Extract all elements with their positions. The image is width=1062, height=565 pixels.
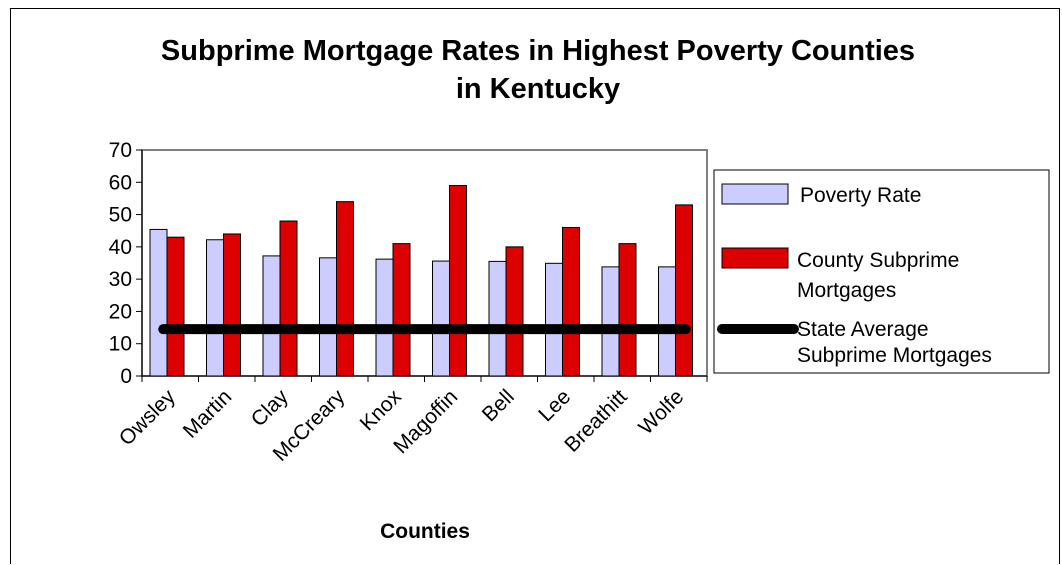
y-tick-label: 10 [109, 333, 132, 356]
bar-county-subprime [449, 185, 467, 377]
bar-poverty-rate [432, 260, 450, 377]
bar-county-subprime [505, 246, 524, 377]
x-category-label: Clay [247, 385, 293, 431]
y-tick-label: 70 [109, 139, 132, 162]
legend-label-county-subprime-line-1: County Subprime [797, 249, 959, 272]
legend: Poverty Rate County Subprime Mortgages S… [713, 169, 1050, 374]
bar-poverty-rate [545, 262, 563, 377]
bar-county-subprime [675, 204, 693, 377]
bar-county-subprime [562, 226, 580, 377]
chart-title-line-2: in Kentucky [456, 73, 620, 105]
x-category-label: Breathitt [560, 385, 632, 457]
bar-poverty-rate [375, 258, 394, 377]
bar-county-subprime [618, 243, 637, 377]
y-axis: 0 10 20 30 40 50 60 70 [109, 139, 143, 388]
y-tick-label: 60 [109, 171, 132, 194]
bars [149, 185, 693, 377]
x-axis-label: Counties [380, 520, 470, 543]
legend-label-poverty-rate: Poverty Rate [800, 184, 921, 207]
bar-poverty-rate [601, 266, 620, 377]
legend-label-state-average-line-1: State Average [797, 318, 929, 341]
bar-county-subprime [336, 201, 354, 377]
x-category-label: Knox [356, 385, 406, 435]
bar-county-subprime [223, 233, 241, 377]
bar-poverty-rate [658, 266, 676, 377]
x-category-label: Owsley [115, 385, 180, 450]
bar-poverty-rate [149, 228, 168, 377]
chart-title-line-1: Subprime Mortgage Rates in Highest Pover… [161, 35, 915, 67]
bar-county-subprime [279, 220, 298, 377]
legend-label-county-subprime-line-2: Mortgages [797, 279, 896, 302]
y-tick-label: 30 [109, 268, 132, 291]
x-category-label: Bell [478, 385, 519, 426]
bar-poverty-rate [206, 239, 224, 377]
legend-swatch-county-subprime [721, 247, 789, 269]
x-category-label: Martin [179, 385, 237, 443]
y-tick-label: 40 [109, 236, 132, 259]
bar-poverty-rate [488, 260, 507, 377]
x-category-label: Lee [534, 385, 575, 426]
legend-swatch-poverty-rate [721, 183, 789, 205]
legend-label-state-average-line-2: Subprime Mortgages [797, 344, 992, 367]
bar-poverty-rate [319, 257, 337, 377]
bar-county-subprime [392, 243, 411, 377]
bar-county-subprime [166, 236, 185, 377]
y-tick-label: 50 [109, 204, 132, 227]
y-tick-label: 0 [120, 365, 132, 388]
x-category-label: Wolfe [634, 385, 688, 439]
y-tick-label: 20 [109, 300, 132, 323]
bar-poverty-rate [262, 255, 281, 377]
